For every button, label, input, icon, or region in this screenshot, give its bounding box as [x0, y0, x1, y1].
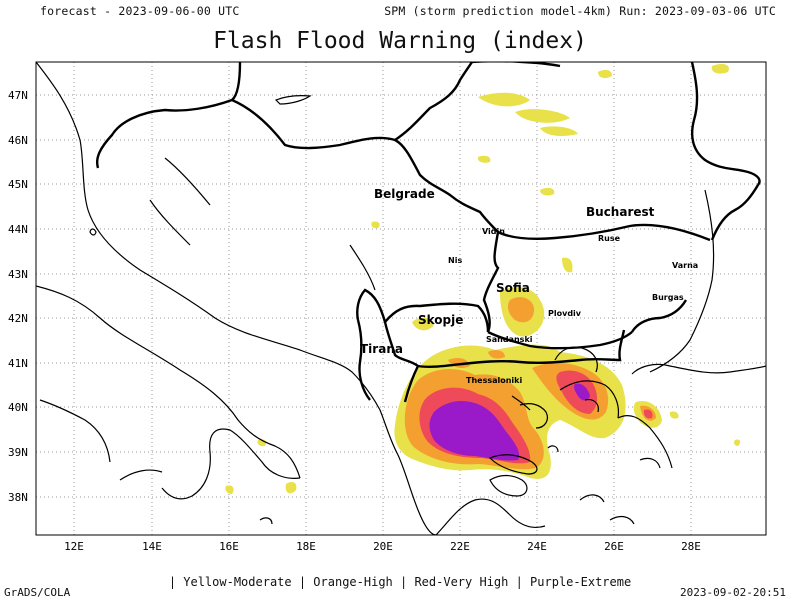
city-label-nis: Nis	[448, 256, 462, 265]
generation-timestamp: 2023-09-02-20:51	[680, 586, 786, 599]
map-title: Flash Flood Warning (index)	[213, 28, 587, 54]
city-label-sofia: Sofia	[496, 281, 530, 295]
extreme-risk-areas	[429, 383, 590, 461]
longitude-labels: 12E 14E 16E 18E 20E 22E 24E 26E 28E	[64, 540, 701, 553]
city-label-tirana: Tirana	[360, 342, 403, 356]
lat-label: 41N	[8, 357, 28, 370]
lat-label: 43N	[8, 268, 28, 281]
software-credit: GrADS/COLA	[4, 586, 71, 599]
city-label-sandanski: Sandanski	[486, 335, 533, 344]
lat-label: 45N	[8, 178, 28, 191]
lat-label: 44N	[8, 223, 28, 236]
city-labels: Belgrade Bucharest Vidin Ruse Nis Varna …	[360, 187, 698, 385]
lon-label: 14E	[142, 540, 162, 553]
lon-label: 22E	[450, 540, 470, 553]
lat-label: 46N	[8, 134, 28, 147]
city-label-bucharest: Bucharest	[586, 205, 655, 219]
map-frame	[35, 61, 767, 536]
city-label-belgrade: Belgrade	[374, 187, 435, 201]
lat-label: 42N	[8, 312, 28, 325]
lat-label: 40N	[8, 401, 28, 414]
city-label-plovdiv: Plovdiv	[548, 309, 582, 318]
city-label-thessaloniki: Thessaloniki	[466, 376, 522, 385]
latitude-labels: 47N 46N 45N 44N 43N 42N 41N 40N 39N 38N	[8, 89, 28, 504]
lon-label: 20E	[373, 540, 393, 553]
city-label-varna: Varna	[672, 261, 698, 270]
lon-label: 24E	[527, 540, 547, 553]
city-label-ruse: Ruse	[598, 234, 621, 243]
lat-label: 39N	[8, 446, 28, 459]
lon-label: 28E	[681, 540, 701, 553]
forecast-time-label: forecast - 2023-09-06-00 UTC	[40, 4, 240, 18]
city-label-vidin: Vidin	[482, 227, 505, 236]
lon-label: 26E	[604, 540, 624, 553]
lon-label: 18E	[296, 540, 316, 553]
coastlines	[36, 62, 766, 535]
color-legend: | Yellow-Moderate | Orange-High | Red-Ve…	[168, 575, 632, 589]
country-borders	[96, 62, 761, 403]
city-label-skopje: Skopje	[418, 313, 463, 327]
lat-label: 47N	[8, 89, 28, 102]
model-run-label: SPM (storm prediction model-4km) Run: 20…	[384, 4, 776, 18]
city-label-burgas: Burgas	[652, 293, 684, 302]
lon-label: 12E	[64, 540, 84, 553]
lon-label: 16E	[219, 540, 239, 553]
lat-label: 38N	[8, 491, 28, 504]
